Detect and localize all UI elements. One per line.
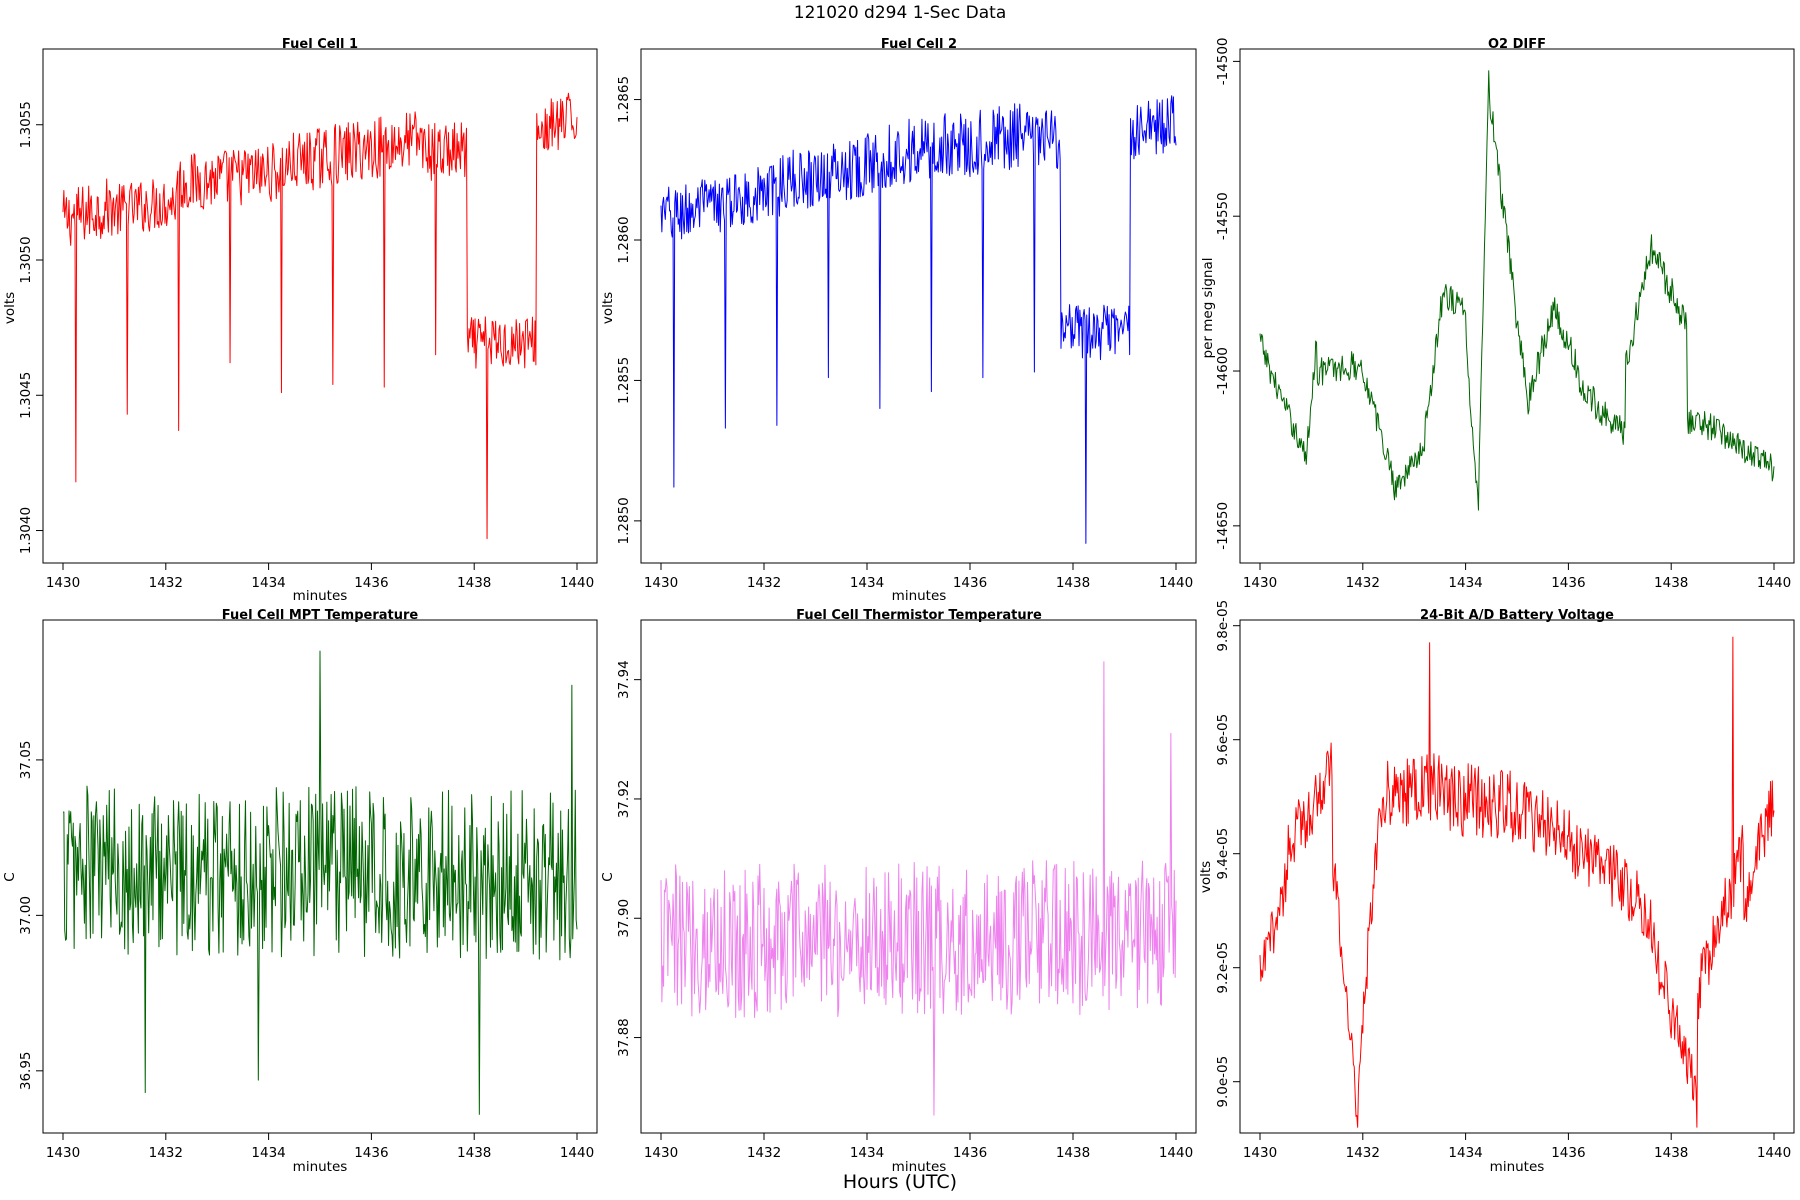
y-tick-label: 9.2e-05 [1215, 942, 1231, 994]
o2-diff-panel: O2 DIFF per meg signal 1430 1432 1434 1436 1… [1200, 37, 1795, 591]
y-tick-label: 37.05 [18, 741, 34, 780]
x-tick-label: 1432 [1346, 575, 1380, 591]
panel-title: Fuel Cell 1 [282, 37, 358, 52]
y-tick-label: 1.3050 [18, 236, 34, 283]
y-tick-label: 37.90 [616, 899, 632, 938]
x-axis-label: minutes [892, 1159, 947, 1175]
x-tick-label: 1434 [1448, 575, 1482, 591]
mpt-temperature-panel: Fuel Cell MPT Temperature minutes C 1430… [2, 608, 598, 1175]
series-line [660, 95, 1177, 544]
y-tick-label: 1.3055 [18, 101, 34, 148]
y-tick-label: 1.2855 [616, 357, 632, 404]
panel-title: 24-Bit A/D Battery Voltage [1420, 608, 1614, 623]
y-axis-label: C [600, 872, 616, 881]
x-tick-label: 1436 [1551, 1145, 1585, 1161]
y-axis-label: volts [1198, 861, 1214, 893]
y-tick-label: -14650 [1215, 502, 1231, 550]
x-axis-label: minutes [293, 1159, 348, 1175]
x-tick-label: 1438 [1056, 575, 1090, 591]
x-tick-label: 1430 [46, 1145, 80, 1161]
x-tick-label: 1438 [457, 1145, 491, 1161]
x-tick-label: 1436 [354, 575, 388, 591]
y-tick-label: 37.00 [18, 896, 34, 935]
battery-voltage-panel: 24-Bit A/D Battery Voltage minutes volts… [1198, 600, 1795, 1175]
x-tick-label: 1438 [1654, 1145, 1688, 1161]
y-tick-label: -14500 [1215, 37, 1231, 85]
x-tick-label: 1432 [1346, 1145, 1380, 1161]
panel-title: O2 DIFF [1488, 37, 1546, 52]
plot-frame [42, 619, 598, 1134]
x-tick-label: 1434 [1448, 1145, 1482, 1161]
y-tick-label: 37.92 [616, 780, 632, 819]
plot-frame [42, 48, 598, 564]
plot-frame [1239, 619, 1795, 1134]
y-tick-label: 36.95 [18, 1051, 34, 1090]
y-axis-label: volts [600, 292, 616, 324]
x-tick-label: 1434 [251, 1145, 285, 1161]
series-line [660, 661, 1177, 1116]
x-tick-label: 1432 [149, 1145, 183, 1161]
y-tick-label: 37.88 [616, 1018, 632, 1057]
x-tick-label: 1430 [1243, 1145, 1277, 1161]
series-line [1259, 70, 1775, 511]
panel-title: Fuel Cell 2 [881, 37, 957, 52]
x-tick-label: 1440 [1159, 575, 1193, 591]
x-tick-label: 1432 [149, 575, 183, 591]
fuel-cell-1-panel: Fuel Cell 1 minutes volts 1430 1432 1434 14… [2, 37, 598, 604]
x-axis-label: minutes [1490, 1159, 1545, 1175]
x-tick-label: 1436 [953, 1145, 987, 1161]
x-tick-label: 1438 [457, 575, 491, 591]
x-tick-label: 1440 [1757, 575, 1791, 591]
x-tick-label: 1430 [46, 575, 80, 591]
series-line [62, 92, 578, 540]
x-tick-label: 1430 [644, 575, 678, 591]
y-tick-label: 1.3040 [18, 507, 34, 554]
y-axis-label: per meg signal [1200, 258, 1216, 359]
x-tick-label: 1436 [953, 575, 987, 591]
x-tick-label: 1438 [1056, 1145, 1090, 1161]
plot-frame [640, 48, 1197, 564]
thermistor-temperature-panel: Fuel Cell Thermistor Temperature minutes… [600, 608, 1197, 1175]
panel-title: Fuel Cell Thermistor Temperature [796, 608, 1042, 623]
x-tick-label: 1434 [850, 1145, 884, 1161]
figure-bottom-label: Hours (UTC) [843, 1171, 957, 1193]
y-tick-label: 1.2860 [616, 216, 632, 263]
fuel-cell-2-panel: Fuel Cell 2 minutes volts 1430 1432 1434 14… [600, 37, 1197, 604]
x-tick-label: 1430 [1243, 575, 1277, 591]
x-tick-label: 1434 [251, 575, 285, 591]
y-tick-label: 9.6e-05 [1215, 714, 1231, 766]
series-line [62, 650, 578, 1115]
y-axis-label: volts [2, 292, 18, 324]
x-tick-label: 1440 [560, 575, 594, 591]
y-tick-label: 9.4e-05 [1215, 828, 1231, 880]
x-tick-label: 1440 [560, 1145, 594, 1161]
y-tick-label: -14600 [1215, 347, 1231, 395]
x-tick-label: 1436 [354, 1145, 388, 1161]
panel-title: Fuel Cell MPT Temperature [222, 608, 419, 623]
series-line [1259, 636, 1775, 1128]
y-tick-label: 37.94 [616, 660, 632, 699]
y-axis-label: C [2, 872, 18, 881]
x-axis-label: minutes [892, 588, 947, 604]
plot-frame [1239, 48, 1795, 564]
y-tick-label: 9.0e-05 [1215, 1056, 1231, 1108]
x-tick-label: 1434 [850, 575, 884, 591]
y-tick-label: 1.2865 [616, 76, 632, 123]
y-tick-label: 1.3045 [18, 372, 34, 419]
x-tick-label: 1432 [747, 1145, 781, 1161]
x-tick-label: 1438 [1654, 575, 1688, 591]
x-tick-label: 1432 [747, 575, 781, 591]
x-tick-label: 1436 [1551, 575, 1585, 591]
x-tick-label: 1430 [644, 1145, 678, 1161]
y-tick-label: 9.8e-05 [1215, 600, 1231, 652]
y-tick-label: -14550 [1215, 192, 1231, 240]
figure-title: 121020 d294 1-Sec Data [794, 3, 1006, 23]
x-tick-label: 1440 [1159, 1145, 1193, 1161]
x-axis-label: minutes [293, 588, 348, 604]
x-tick-label: 1440 [1757, 1145, 1791, 1161]
y-tick-label: 1.2850 [616, 497, 632, 544]
plot-frame [640, 619, 1197, 1134]
